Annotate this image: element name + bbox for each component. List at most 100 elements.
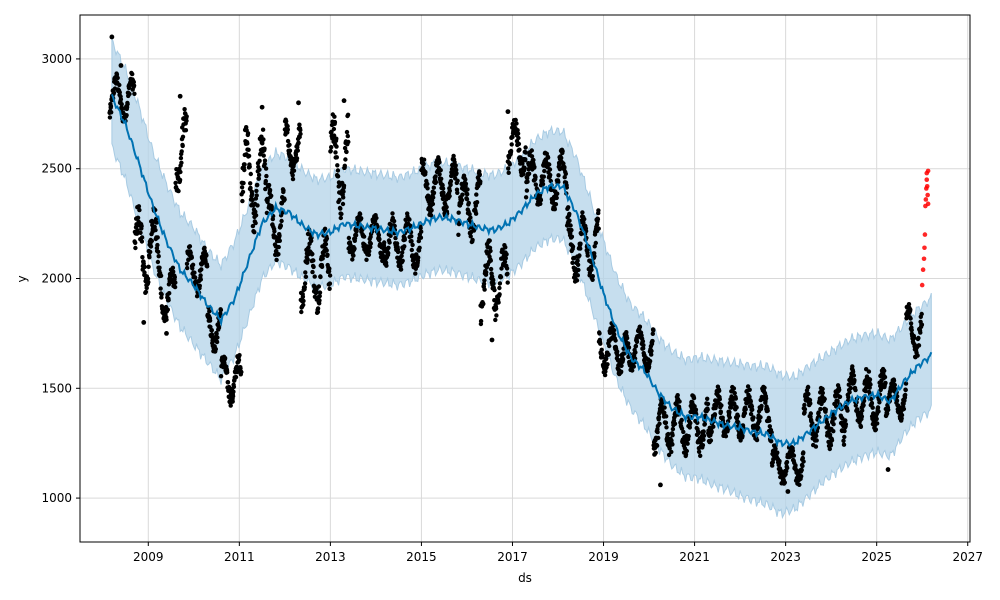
- observed-point: [562, 175, 567, 180]
- observed-point: [374, 215, 379, 221]
- observed-point: [323, 241, 329, 247]
- observed-point: [250, 197, 255, 203]
- observed-point: [630, 368, 635, 373]
- observed-point: [253, 220, 258, 226]
- new-observed-point: [925, 201, 931, 207]
- observed-point: [299, 309, 304, 315]
- observed-point: [892, 386, 898, 392]
- observed-point: [464, 197, 470, 202]
- observed-point: [606, 352, 611, 357]
- observed-point: [155, 242, 160, 248]
- observed-point: [818, 406, 823, 412]
- observed-point: [118, 63, 124, 68]
- observed-point: [425, 186, 430, 191]
- observed-point: [911, 335, 917, 341]
- observed-point: [327, 286, 332, 291]
- observed-point: [903, 387, 908, 393]
- observed-point: [179, 149, 184, 154]
- observed-point: [134, 231, 140, 236]
- observed-point: [463, 177, 468, 182]
- observed-point: [559, 155, 564, 161]
- observed-point: [817, 414, 822, 420]
- observed-point: [437, 172, 442, 177]
- observed-point: [260, 141, 265, 146]
- observed-point: [816, 410, 821, 415]
- observed-point: [156, 249, 161, 254]
- observed-point: [335, 168, 341, 173]
- observed-point: [115, 75, 120, 81]
- observed-point: [293, 152, 299, 157]
- observed-point: [717, 388, 722, 393]
- observed-point: [278, 223, 283, 229]
- observed-point: [593, 240, 598, 246]
- observed-point: [368, 241, 373, 246]
- observed-point: [302, 285, 307, 290]
- observed-point: [675, 393, 680, 398]
- observed-point: [204, 253, 209, 258]
- observed-point: [327, 281, 333, 286]
- observed-point: [516, 141, 522, 147]
- observed-point: [285, 124, 290, 129]
- observed-point: [850, 364, 855, 369]
- observed-point: [832, 416, 837, 421]
- observed-point: [334, 136, 339, 141]
- observed-point: [777, 458, 782, 464]
- observed-point: [172, 284, 178, 290]
- observed-point: [488, 258, 493, 263]
- observed-point: [202, 245, 207, 250]
- observed-point: [515, 131, 521, 136]
- observed-point: [717, 397, 722, 402]
- observed-point: [366, 252, 372, 257]
- observed-point: [310, 269, 315, 275]
- observed-point: [351, 253, 356, 258]
- observed-point: [353, 233, 359, 238]
- observed-point: [653, 450, 658, 455]
- observed-point: [125, 101, 130, 107]
- observed-point: [827, 446, 832, 452]
- observed-point: [456, 210, 461, 215]
- observed-point: [147, 255, 152, 260]
- observed-point: [233, 374, 239, 380]
- observed-point: [656, 435, 661, 441]
- observed-point: [438, 168, 443, 173]
- observed-point: [602, 372, 608, 378]
- observed-point: [747, 387, 752, 392]
- observed-point: [735, 413, 741, 419]
- observed-point: [747, 394, 752, 399]
- observed-point: [589, 267, 594, 272]
- observed-point: [533, 182, 538, 187]
- observed-point: [171, 269, 176, 274]
- y-tick-label: 3000: [41, 52, 72, 66]
- observed-point: [503, 245, 508, 250]
- observed-point: [164, 317, 169, 322]
- observed-point: [178, 155, 184, 161]
- observed-point: [199, 267, 204, 272]
- observed-point: [515, 128, 520, 133]
- observed-point: [332, 114, 337, 119]
- observed-point: [802, 407, 808, 412]
- observed-point: [156, 254, 161, 259]
- observed-point: [597, 331, 602, 336]
- observed-point: [158, 286, 163, 291]
- observed-point: [245, 131, 251, 136]
- observed-point: [841, 442, 847, 447]
- observed-point: [685, 441, 690, 446]
- observed-point: [187, 244, 193, 249]
- observed-point: [679, 426, 685, 431]
- observed-point: [757, 418, 762, 424]
- observed-point: [184, 118, 189, 124]
- observed-point: [585, 253, 590, 258]
- uncertainty-band-group: [111, 38, 932, 520]
- observed-point: [892, 382, 897, 388]
- observed-point: [290, 176, 296, 182]
- observed-point: [261, 153, 266, 158]
- observed-point: [596, 208, 601, 213]
- observed-point: [860, 408, 865, 413]
- observed-point: [433, 180, 439, 185]
- observed-point: [386, 245, 391, 250]
- observed-point: [173, 180, 178, 186]
- observed-point: [332, 119, 338, 125]
- observed-point: [540, 181, 546, 187]
- observed-point: [423, 170, 428, 175]
- observed-point: [317, 298, 322, 303]
